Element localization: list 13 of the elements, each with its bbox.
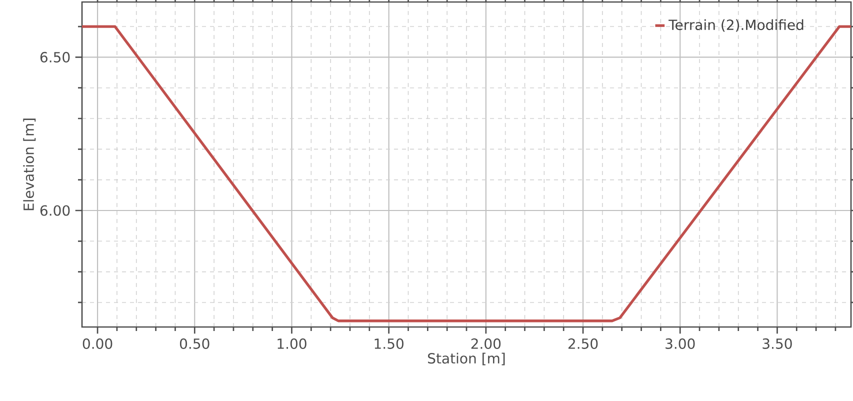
- x-tick-label: 2.50: [568, 338, 598, 349]
- x-tick-label: 1.50: [374, 338, 404, 349]
- x-tick-label: 1.00: [278, 338, 306, 349]
- x-axis-title: Station [m]: [428, 352, 505, 366]
- x-tick-label: 3.50: [762, 338, 792, 349]
- x-tick-label: 2.00: [471, 338, 501, 349]
- x-tick-label: 0.00: [82, 338, 112, 349]
- y-axis-title: Elevation [m]: [23, 118, 36, 210]
- x-tick-label: 3.00: [666, 338, 695, 349]
- y-tick-label: 6.00: [40, 205, 70, 216]
- legend-label: Terrain (2).Modified: [668, 19, 804, 32]
- y-tick-label: 6.50: [40, 52, 70, 62]
- x-tick-label: 0.50: [180, 338, 210, 349]
